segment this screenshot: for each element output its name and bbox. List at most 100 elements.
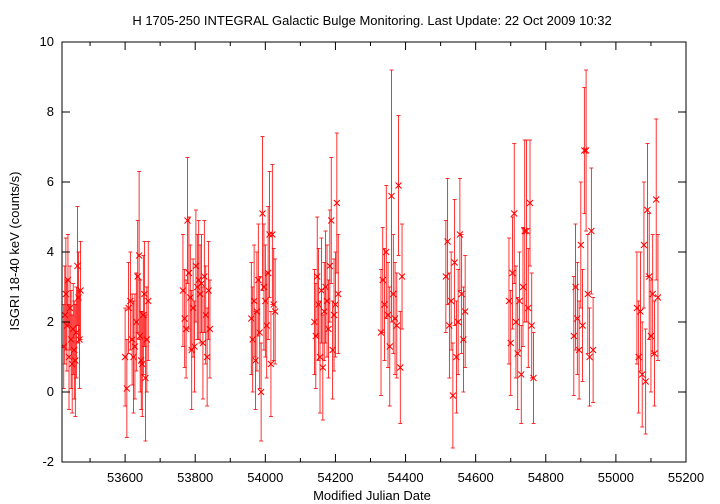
x-marker [449, 392, 457, 399]
x-marker [516, 297, 523, 305]
x-marker [316, 353, 324, 361]
x-marker [447, 297, 455, 305]
data-point [203, 307, 211, 407]
x-marker [587, 227, 595, 235]
x-marker [640, 241, 648, 249]
x-marker [144, 297, 152, 305]
x-marker [319, 364, 327, 371]
data-point [313, 216, 321, 337]
data-point [270, 248, 278, 361]
data-point [654, 234, 662, 361]
data-point [396, 311, 404, 424]
x-marker [182, 325, 190, 333]
x-marker [386, 343, 394, 350]
x-marker [589, 346, 597, 354]
data-point [135, 171, 143, 340]
data-point [74, 206, 81, 326]
data-point [454, 269, 462, 375]
data-point [516, 251, 523, 351]
x-marker [528, 322, 536, 329]
data-point [257, 342, 265, 442]
x-tick-label: 55000 [598, 470, 634, 485]
x-marker [249, 336, 257, 343]
data-point [584, 234, 592, 354]
x-marker [510, 210, 518, 217]
x-marker [181, 315, 189, 322]
data-point [141, 241, 148, 347]
data-point [514, 297, 522, 410]
x-marker [644, 206, 651, 214]
data-point [582, 69, 590, 232]
x-marker [189, 304, 197, 312]
data-layer [62, 69, 662, 449]
x-marker [134, 273, 142, 280]
x-marker [326, 262, 334, 270]
x-marker [261, 297, 269, 305]
x-marker [77, 287, 84, 294]
y-tick-label: 2 [47, 314, 54, 329]
x-marker [253, 308, 261, 315]
data-point [205, 241, 212, 340]
x-marker [315, 301, 322, 308]
x-marker [461, 308, 469, 315]
data-point [507, 290, 515, 396]
data-point [523, 139, 530, 323]
x-marker [203, 353, 211, 361]
x-marker [123, 385, 131, 392]
x-tick-label: 54000 [247, 470, 283, 485]
data-point [330, 258, 338, 372]
x-marker [388, 192, 395, 200]
x-marker [514, 350, 522, 357]
data-point [649, 234, 657, 354]
data-point [447, 251, 455, 351]
data-point [77, 241, 84, 340]
y-tick-label: -2 [42, 454, 54, 469]
data-point [327, 157, 335, 284]
data-point [572, 223, 579, 351]
x-marker [526, 199, 534, 207]
x-marker [192, 262, 200, 270]
x-tick-label: 53600 [107, 470, 143, 485]
x-marker [395, 182, 402, 189]
x-marker [141, 290, 148, 298]
data-point [329, 300, 336, 400]
data-point [254, 223, 262, 337]
x-tick-labels: 53600 53800 54000 54200 54400 54600 54800 55000… [107, 470, 704, 485]
data-point [271, 258, 279, 365]
data-point [261, 244, 269, 358]
x-marker [586, 353, 593, 361]
y-tick-label: 8 [47, 104, 54, 119]
x-marker [202, 311, 210, 319]
x-marker [322, 283, 329, 291]
x-marker [206, 325, 214, 333]
data-point [319, 314, 327, 421]
data-point [256, 276, 264, 389]
x-marker [577, 241, 585, 249]
x-marker [530, 374, 537, 382]
data-point [250, 244, 258, 358]
data-point [388, 69, 395, 323]
data-point [398, 223, 406, 330]
data-point [320, 262, 328, 361]
data-point [526, 139, 534, 267]
x-marker [198, 280, 205, 287]
data-point [186, 244, 194, 351]
x-marker [260, 283, 268, 291]
x-marker [334, 290, 342, 298]
data-point [332, 251, 339, 358]
data-point [142, 314, 149, 442]
x-marker [184, 217, 191, 224]
x-marker [393, 322, 401, 329]
x-marker [263, 322, 271, 329]
data-point [449, 342, 457, 449]
data-point [638, 321, 646, 428]
data-point [185, 216, 193, 330]
chart-title: H 1705-250 INTEGRAL Galactic Bulge Monit… [132, 13, 611, 28]
x-marker [256, 329, 264, 336]
data-point [130, 300, 137, 414]
data-point [395, 115, 402, 256]
x-marker [268, 231, 276, 238]
data-point [316, 300, 324, 414]
x-marker [325, 325, 332, 333]
data-point [131, 293, 139, 400]
